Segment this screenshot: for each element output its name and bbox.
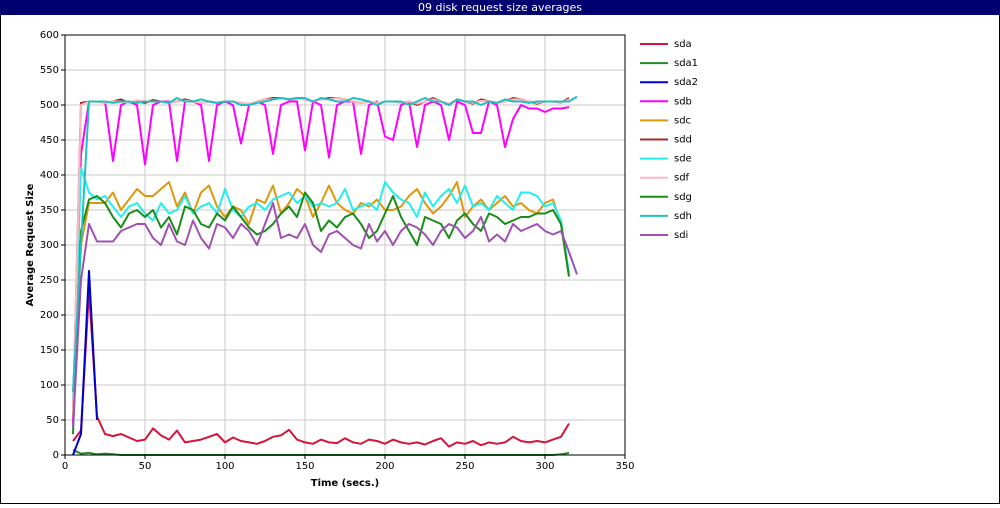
legend-label: sdb: [674, 96, 692, 107]
legend-label: sda2: [674, 77, 698, 88]
y-tick-label: 400: [40, 170, 59, 181]
y-tick-label: 150: [40, 345, 59, 356]
x-tick-label: 200: [375, 461, 394, 472]
x-tick-label: 150: [295, 461, 314, 472]
y-tick-label: 450: [40, 135, 59, 146]
y-tick-label: 250: [40, 275, 59, 286]
legend-label: sdh: [674, 211, 692, 222]
legend-label: sdg: [674, 192, 692, 203]
x-tick-label: 300: [535, 461, 554, 472]
chart-title: 09 disk request size averages: [418, 1, 582, 14]
legend-label: sdi: [674, 230, 688, 241]
x-tick-label: 100: [215, 461, 234, 472]
x-axis-label: Time (secs.): [311, 478, 380, 489]
y-tick-label: 500: [40, 100, 59, 111]
legend-label: sda1: [674, 58, 698, 69]
y-tick-label: 50: [46, 415, 59, 426]
legend-label: sde: [674, 154, 692, 165]
legend-label: sdf: [674, 173, 690, 184]
legend-label: sda: [674, 39, 692, 50]
series-line: [72, 100, 570, 424]
x-tick-label: 0: [62, 461, 68, 472]
y-axis-label: Average Request Size: [25, 183, 36, 306]
y-tick-label: 100: [40, 380, 59, 391]
y-tick-label: 350: [40, 205, 59, 216]
x-tick-label: 50: [139, 461, 152, 472]
x-tick-label: 350: [615, 461, 634, 472]
series-line: [72, 269, 98, 456]
y-tick-label: 550: [40, 65, 59, 76]
legend-label: sdc: [674, 115, 691, 126]
y-tick-label: 600: [40, 30, 59, 41]
title-bar: [0, 0, 1000, 15]
series-line: [72, 95, 578, 393]
series-line: [72, 289, 570, 448]
y-tick-label: 200: [40, 310, 59, 321]
x-tick-label: 250: [455, 461, 474, 472]
series-line: [72, 202, 578, 428]
series-line: [72, 191, 570, 435]
legend-label: sdd: [674, 135, 692, 146]
y-tick-label: 0: [53, 450, 59, 461]
y-tick-label: 300: [40, 240, 59, 251]
